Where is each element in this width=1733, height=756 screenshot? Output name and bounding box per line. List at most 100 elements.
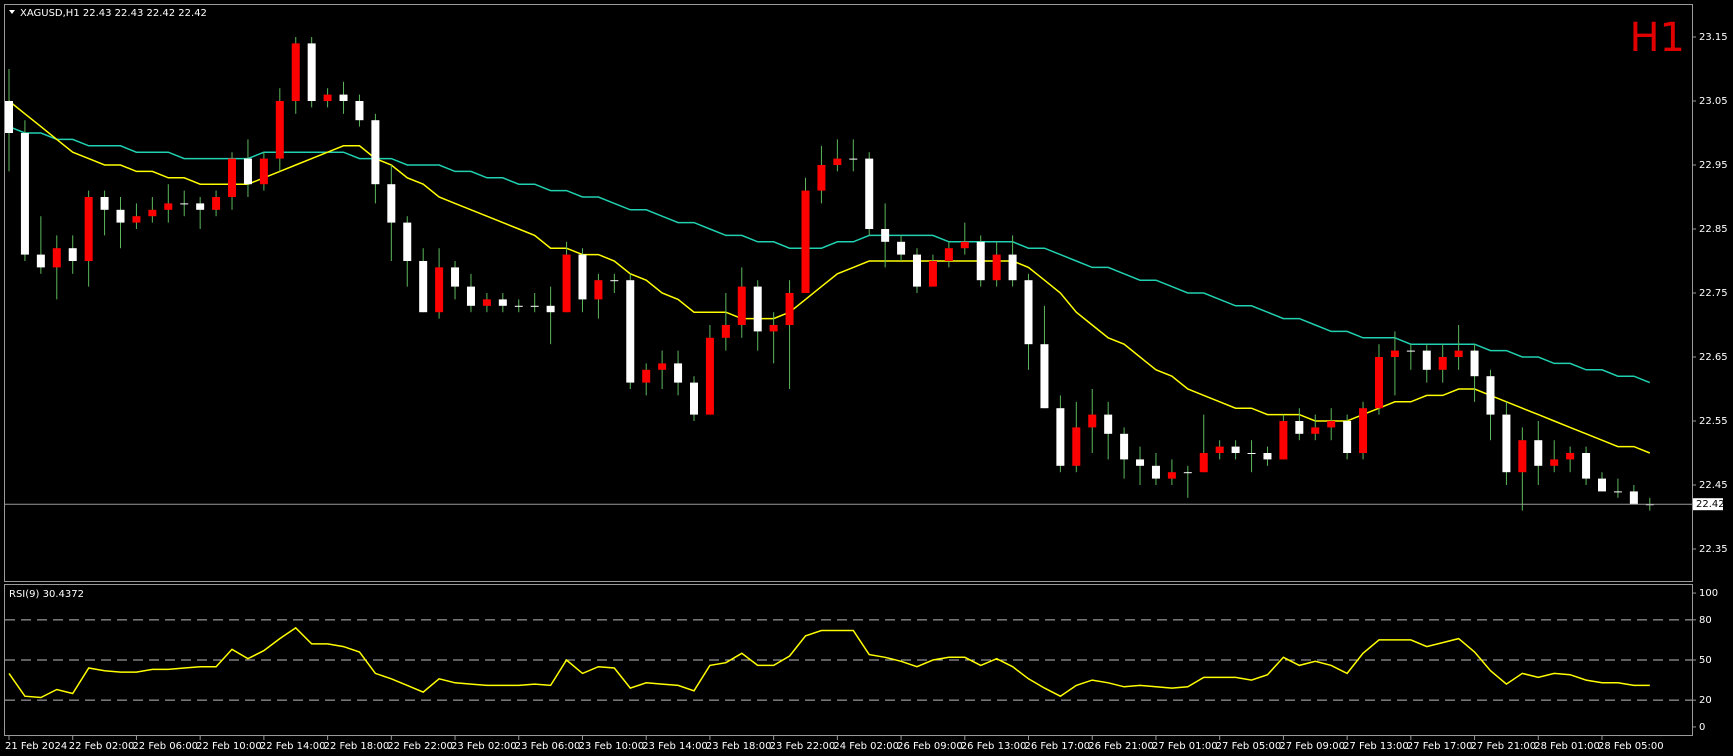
candle-body [259, 158, 268, 185]
candle-body [355, 101, 364, 121]
y-tick-label: 0 [1699, 722, 1705, 733]
candle-body [1199, 453, 1208, 473]
candle-body [196, 203, 205, 210]
candle-body [721, 325, 730, 338]
candle-body [466, 286, 475, 306]
candle-body [1247, 453, 1256, 454]
x-tick-label: 23 Feb 06:00 [515, 741, 581, 752]
candle-body [52, 248, 61, 268]
candle-body [243, 158, 252, 185]
x-tick-label: 22 Feb 18:00 [324, 741, 390, 752]
candle-body [514, 305, 523, 307]
candle-body [594, 280, 603, 300]
candle-body [148, 209, 157, 217]
candle-body [228, 158, 237, 197]
x-tick-label: 23 Feb 02:00 [451, 741, 517, 752]
candle-body [546, 305, 555, 313]
candle-body [610, 280, 619, 282]
candle-body [1136, 459, 1145, 466]
candle-body [626, 280, 635, 383]
candle-body [1613, 491, 1622, 493]
candle-body [1518, 440, 1527, 473]
x-tick-label: 28 Feb 01:00 [1534, 741, 1600, 752]
candle-body [689, 382, 698, 415]
candle-body [116, 209, 125, 223]
candle-body [307, 43, 316, 101]
x-tick-label: 27 Feb 21:00 [1471, 741, 1537, 752]
x-tick-label: 23 Feb 14:00 [642, 741, 708, 752]
candle-body [1104, 414, 1113, 434]
candle-body [1088, 414, 1097, 428]
y-tick-label: 50 [1699, 655, 1712, 666]
x-tick-label: 27 Feb 09:00 [1279, 741, 1345, 752]
x-tick-label: 26 Feb 13:00 [961, 741, 1027, 752]
x-tick-label: 26 Feb 09:00 [897, 741, 963, 752]
candle-body [658, 363, 667, 370]
candle-body [785, 293, 794, 325]
candle-body [1629, 491, 1638, 505]
candle-body [212, 197, 221, 210]
candle-body [769, 325, 778, 332]
candle-body [992, 254, 1001, 281]
candle-body [801, 190, 810, 293]
candle-body [1406, 350, 1415, 352]
timeframe-label: H1 [1629, 15, 1685, 61]
x-tick-label: 22 Feb 10:00 [196, 741, 262, 752]
x-tick-label: 23 Feb 10:00 [578, 741, 644, 752]
candle-body [1327, 421, 1336, 428]
candle-body [339, 94, 348, 101]
candle-body [849, 158, 858, 160]
y-tick-label: 22.35 [1699, 544, 1728, 555]
candle-body [928, 261, 937, 287]
candle-body [1167, 472, 1176, 479]
candle-body [20, 133, 29, 255]
candle-body [1390, 350, 1399, 357]
y-tick-label: 100 [1699, 588, 1718, 599]
candle-body [1374, 357, 1383, 409]
candle-body [1263, 453, 1272, 460]
x-tick-label: 23 Feb 18:00 [706, 741, 772, 752]
candle-body [1486, 376, 1495, 415]
candle-body [1120, 433, 1129, 460]
y-tick-label: 22.75 [1699, 288, 1728, 299]
y-tick-label: 22.65 [1699, 352, 1728, 363]
candle-body [976, 241, 985, 281]
candle-body [387, 184, 396, 223]
candle-body [5, 101, 13, 133]
x-tick-label: 21 Feb 2024 [5, 741, 67, 752]
y-tick-label: 22.55 [1699, 416, 1728, 427]
candle-body [1295, 421, 1304, 434]
candle-body [1231, 446, 1240, 453]
candle-body [897, 241, 906, 255]
rsi-title: RSI(9) 30.4372 [9, 589, 84, 600]
candle-body [960, 241, 969, 249]
x-tick-label: 22 Feb 06:00 [132, 741, 198, 752]
menu-arrow[interactable] [9, 10, 15, 14]
candle-body [100, 197, 109, 210]
candle-body [1008, 254, 1017, 281]
candle-body [1582, 453, 1591, 479]
candle-body [1311, 427, 1320, 434]
candle-body [1534, 440, 1543, 466]
candle-body [674, 363, 683, 383]
candle-body [1056, 408, 1065, 466]
candle-body [913, 254, 922, 287]
candle-body [578, 254, 587, 300]
x-tick-label: 22 Feb 22:00 [387, 741, 453, 752]
x-tick-label: 27 Feb 05:00 [1216, 741, 1282, 752]
candle-body [1072, 427, 1081, 466]
current-price-box [1693, 498, 1723, 511]
candle-body [1470, 350, 1479, 377]
candle-body [1550, 459, 1559, 466]
candle-body [36, 254, 45, 268]
candle-body [1151, 465, 1160, 479]
y-tick-label: 23.05 [1699, 96, 1728, 107]
current-price-label: 22.42 [1696, 499, 1725, 510]
x-tick-label: 27 Feb 13:00 [1343, 741, 1409, 752]
candle-body [1215, 446, 1224, 453]
x-tick-label: 26 Feb 21:00 [1088, 741, 1154, 752]
y-tick-label: 80 [1699, 615, 1712, 626]
candle-body [944, 248, 953, 261]
